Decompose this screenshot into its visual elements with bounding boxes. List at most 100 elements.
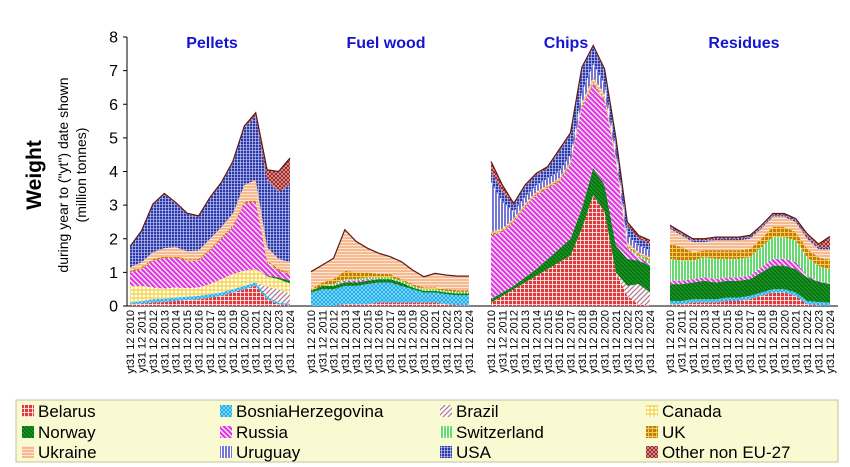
x-tick-label: yt31 12 2022 — [622, 310, 634, 374]
area-residues-russia — [670, 258, 830, 285]
legend-item-other-non-eu-27: Other non EU-27 — [646, 443, 791, 462]
area-pellets-russia — [130, 201, 290, 289]
x-tick-label: yt31 12 2021 — [251, 310, 263, 374]
x-tick-label: yt31 12 2023 — [814, 310, 826, 374]
panel-chips: Chips — [490, 35, 651, 306]
x-tick-label: yt31 12 2023 — [453, 310, 465, 374]
x-tick-label: yt31 12 2023 — [634, 310, 646, 374]
legend-swatch — [22, 446, 34, 458]
x-tick-label: yt31 12 2014 — [711, 310, 723, 374]
x-tick-label: yt31 12 2013 — [340, 310, 352, 374]
x-tick-label: yt31 12 2012 — [509, 310, 521, 374]
x-tick-label: yt31 12 2013 — [699, 310, 711, 374]
area-fuel-wood-bosniaherzegovina — [311, 282, 469, 306]
area-fuel-wood-uk — [311, 270, 469, 292]
area-fuel-wood-switzerland — [311, 277, 469, 294]
legend-item-uk: UK — [646, 423, 686, 442]
area-pellets-ukraine — [130, 179, 290, 273]
legend-label: UK — [662, 423, 686, 442]
legend-box — [15, 399, 839, 463]
x-tick-label: yt31 12 2018 — [396, 310, 408, 374]
x-tick-label: yt31 12 2011 — [136, 310, 148, 373]
legend-item-norway: Norway — [22, 423, 96, 442]
area-chips-uruguay — [491, 63, 650, 258]
y-axis-title-main: Weight — [23, 140, 46, 210]
x-tick-label: yt31 12 2017 — [566, 310, 578, 374]
legend-item-bosniaherzegovina: BosniaHerzegovina — [220, 402, 384, 421]
legend-swatch — [220, 446, 232, 458]
x-tick-label: yt31 12 2014 — [351, 310, 363, 374]
x-tick-label: yt31 12 2018 — [577, 310, 589, 374]
area-chips-usa — [491, 47, 650, 251]
x-tick-label: yt31 12 2022 — [802, 310, 814, 374]
y-tick-label: 8 — [109, 30, 118, 47]
x-tick-label: yt31 12 2017 — [745, 310, 757, 374]
y-tick-label: 0 — [109, 299, 118, 316]
legend-label: Belarus — [38, 402, 96, 421]
total-line-chips — [490, 44, 651, 241]
area-residues-other-non-eu-27 — [670, 213, 830, 249]
y-tick-label: 1 — [109, 265, 118, 282]
x-tick-label: yt31 12 2020 — [239, 310, 251, 374]
area-fuel-wood-ukraine — [311, 230, 469, 291]
x-tick-label: yt31 12 2014 — [531, 310, 543, 374]
area-pellets-belarus — [130, 285, 290, 306]
x-tick-label: yt31 12 2010 — [665, 310, 677, 374]
legend-label: Brazil — [456, 402, 499, 421]
total-line-pellets — [129, 111, 291, 247]
x-tick-label: yt31 12 2022 — [262, 310, 274, 374]
legend-item-usa: USA — [440, 443, 492, 462]
y-axis-title-unit: (million tonnes) — [73, 128, 89, 223]
total-line-fuel-wood — [310, 228, 469, 278]
x-tick-label: yt31 12 2012 — [148, 310, 160, 374]
panel-title: Fuel wood — [346, 35, 425, 52]
x-tick-label: yt31 12 2024 — [645, 310, 657, 374]
panels: Pellets Fuel wood Chips Residues — [129, 35, 831, 306]
area-chips-brazil — [491, 195, 650, 306]
x-tick-label: yt31 12 2022 — [441, 310, 453, 374]
x-tick-label: yt31 12 2016 — [554, 310, 566, 374]
y-tick-label: 7 — [109, 63, 118, 80]
area-residues-switzerland — [670, 237, 830, 284]
x-tick-label: yt31 12 2024 — [285, 310, 297, 374]
legend-label: BosniaHerzegovina — [236, 402, 384, 421]
x-tick-label: yt31 12 2016 — [734, 310, 746, 374]
x-tick-label: yt31 12 2015 — [362, 310, 374, 374]
area-pellets-uk — [130, 200, 290, 275]
x-tick-label: yt31 12 2021 — [430, 310, 442, 374]
legend-label: USA — [456, 443, 492, 462]
legend-swatch — [22, 405, 34, 417]
legend-item-canada: Canada — [646, 402, 722, 421]
area-pellets-bosniaherzegovina — [130, 282, 290, 306]
panel-pellets: Pellets — [129, 35, 291, 306]
x-tick-label: yt31 12 2011 — [676, 310, 688, 373]
legend-swatch — [646, 446, 658, 458]
x-tick-label: yt31 12 2024 — [464, 310, 476, 374]
total-line-residues — [669, 212, 831, 245]
legend-label: Norway — [38, 423, 96, 442]
area-residues-ukraine — [670, 216, 830, 260]
area-pellets-canada — [130, 269, 290, 303]
legend-item-belarus: Belarus — [22, 402, 96, 421]
x-tick-label: yt31 12 2015 — [543, 310, 555, 374]
y-tick-label: 2 — [109, 231, 118, 248]
x-axis: yt31 12 2010 yt31 12 2011 yt31 12 2012 yt31… — [125, 310, 837, 374]
x-tick-label: yt31 12 2015 — [182, 310, 194, 374]
x-tick-label: yt31 12 2020 — [779, 310, 791, 374]
x-tick-label: yt31 12 2016 — [194, 310, 206, 374]
legend-swatch — [220, 426, 232, 438]
area-residues-bosniaherzegovina — [670, 289, 830, 306]
x-tick-label: yt31 12 2011 — [497, 310, 509, 373]
x-tick-label: yt31 12 2012 — [329, 310, 341, 374]
legend-label: Switzerland — [456, 423, 544, 442]
x-tick-label: yt31 12 2014 — [171, 310, 183, 374]
x-tick-label: yt31 12 2019 — [228, 310, 240, 374]
legend-item-uruguay: Uruguay — [220, 443, 301, 462]
x-tick-label: yt31 12 2010 — [306, 310, 318, 374]
x-tick-label: yt31 12 2017 — [385, 310, 397, 374]
x-tick-label: yt31 12 2011 — [317, 310, 329, 373]
legend-label: Uruguay — [236, 443, 301, 462]
x-tick-label: yt31 12 2019 — [588, 310, 600, 374]
area-residues-norway — [670, 265, 830, 303]
